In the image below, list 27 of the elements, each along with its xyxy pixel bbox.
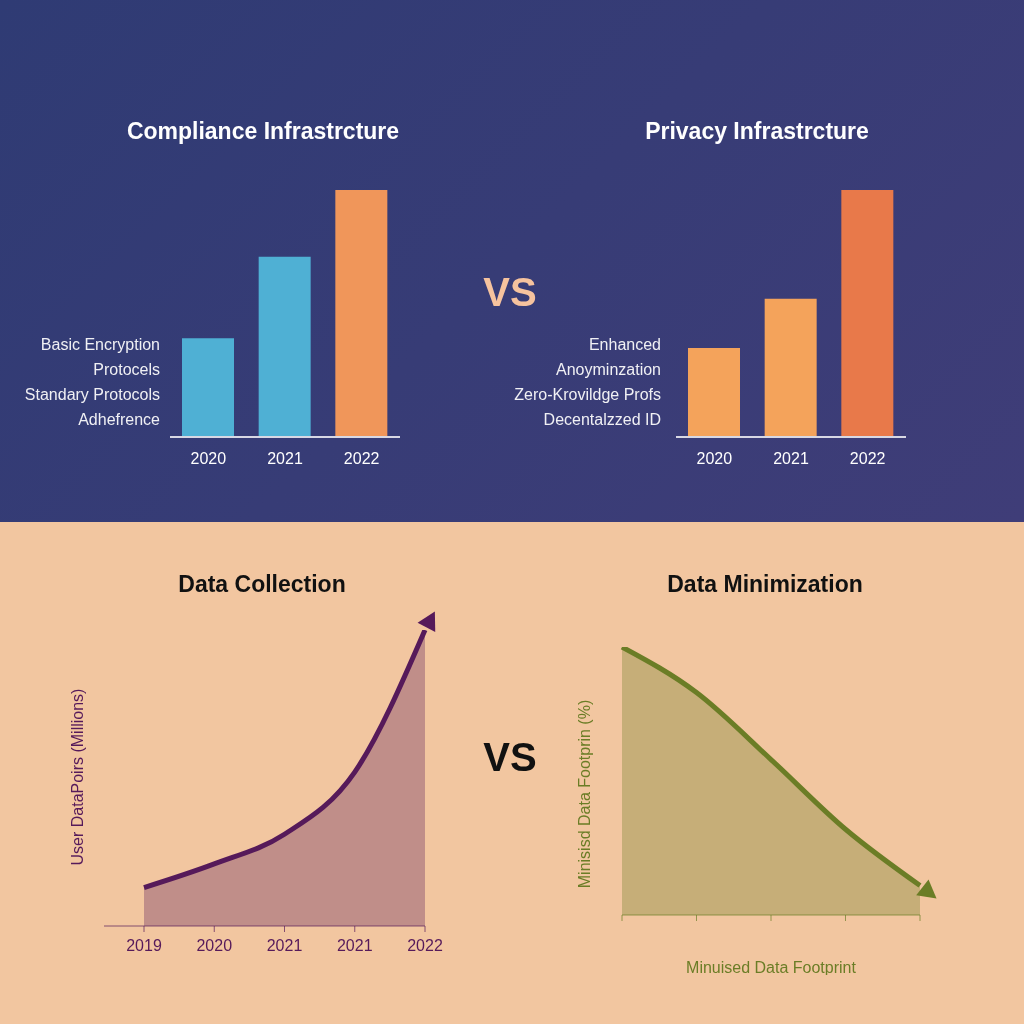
x-tick-label: 2020 (696, 450, 733, 468)
text: Decentalzzed ID (542, 410, 661, 430)
text: VS (483, 735, 537, 779)
text: Basic Encryption (39, 335, 160, 355)
text: Zero-Krovildge Profs (513, 385, 661, 405)
x-tick-label: 2019 (126, 937, 162, 955)
x-tick-label: 2021 (336, 937, 373, 955)
x-tick-label: 2022 (343, 450, 380, 468)
chart-title: Compliance Infrastrcture (125, 118, 401, 145)
x-tick-label: 2022 (407, 937, 443, 955)
chart-title: Data Minimization (666, 571, 864, 598)
text: Enhanced (587, 335, 661, 355)
text: VS (482, 270, 538, 315)
x-tick-label: 2021 (267, 450, 303, 468)
text: Anoyminzation (555, 360, 661, 380)
chart-title: Privacy Infrastrcture (644, 118, 870, 145)
text: Protocels (92, 360, 160, 380)
chart-title: Data Collection (177, 571, 347, 598)
text: Adhefrence (77, 410, 160, 430)
x-tick-label: 2021 (266, 937, 303, 955)
y-axis-title: User DataPoirs (Millions) (69, 687, 87, 868)
x-tick-label: 2020 (196, 937, 233, 955)
text: Standary Protocols (23, 385, 160, 405)
x-tick-label: 2022 (849, 450, 886, 468)
x-tick-label: 2021 (773, 450, 809, 468)
y-axis-title: Minisisd Data Footprin (%) (576, 698, 594, 891)
x-tick-label: 2020 (190, 450, 227, 468)
